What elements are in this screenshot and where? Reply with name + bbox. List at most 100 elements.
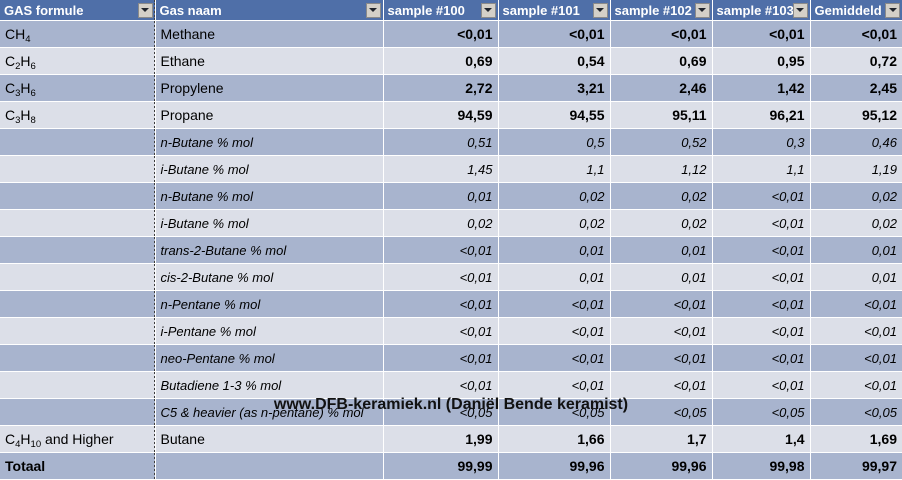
- cell-gemiddeld[interactable]: 0,46: [810, 128, 902, 156]
- cell-sample-102[interactable]: 95,11: [610, 101, 713, 129]
- cell-gemiddeld[interactable]: 0,02: [810, 209, 902, 237]
- cell-sample-102[interactable]: 0,02: [610, 182, 713, 210]
- cell-sample-100[interactable]: <0,01: [383, 263, 499, 291]
- cell-sample-101[interactable]: <0,01: [498, 317, 611, 345]
- cell-sample-100[interactable]: 2,72: [383, 74, 499, 102]
- column-header-sample-101[interactable]: sample #101: [498, 0, 611, 21]
- cell-gemiddeld[interactable]: 0,01: [810, 236, 902, 264]
- cell-gas-formule[interactable]: Totaal: [0, 452, 156, 480]
- cell-gas-naam[interactable]: C5 & heavier (as n-pentane) % mol: [155, 398, 384, 426]
- cell-gemiddeld[interactable]: <0,01: [810, 371, 902, 399]
- cell-gas-formule[interactable]: C3H6: [0, 74, 156, 102]
- column-header-sample-100[interactable]: sample #100: [383, 0, 499, 21]
- cell-gas-naam[interactable]: i-Pentane % mol: [155, 317, 384, 345]
- cell-sample-103[interactable]: <0,01: [712, 236, 811, 264]
- cell-gas-naam[interactable]: n-Butane % mol: [155, 128, 384, 156]
- cell-sample-100[interactable]: <0,01: [383, 236, 499, 264]
- cell-sample-101[interactable]: 1,66: [498, 425, 611, 453]
- cell-sample-101[interactable]: <0,01: [498, 290, 611, 318]
- filter-dropdown-icon[interactable]: [365, 2, 381, 18]
- cell-sample-100[interactable]: 0,69: [383, 47, 499, 75]
- cell-sample-103[interactable]: 99,98: [712, 452, 811, 480]
- cell-sample-102[interactable]: 0,02: [610, 209, 713, 237]
- cell-gas-naam[interactable]: Butane: [155, 425, 384, 453]
- cell-sample-101[interactable]: <0,01: [498, 344, 611, 372]
- cell-gas-naam[interactable]: neo-Pentane % mol: [155, 344, 384, 372]
- cell-sample-100[interactable]: 0,51: [383, 128, 499, 156]
- cell-gas-naam[interactable]: n-Pentane % mol: [155, 290, 384, 318]
- cell-gas-naam[interactable]: Propylene: [155, 74, 384, 102]
- cell-sample-103[interactable]: 1,42: [712, 74, 811, 102]
- cell-sample-101[interactable]: 0,01: [498, 263, 611, 291]
- filter-dropdown-icon[interactable]: [694, 2, 710, 18]
- column-header-gas-naam[interactable]: Gas naam: [155, 0, 384, 21]
- cell-gas-formule[interactable]: CH4: [0, 20, 156, 48]
- cell-gas-naam[interactable]: cis-2-Butane % mol: [155, 263, 384, 291]
- cell-sample-103[interactable]: 1,4: [712, 425, 811, 453]
- cell-sample-103[interactable]: 0,95: [712, 47, 811, 75]
- cell-gas-formule[interactable]: [0, 290, 156, 318]
- cell-sample-103[interactable]: <0,05: [712, 398, 811, 426]
- cell-sample-100[interactable]: <0,01: [383, 344, 499, 372]
- cell-sample-103[interactable]: <0,01: [712, 290, 811, 318]
- cell-gemiddeld[interactable]: 0,01: [810, 263, 902, 291]
- cell-sample-102[interactable]: <0,01: [610, 344, 713, 372]
- cell-gas-naam[interactable]: Propane: [155, 101, 384, 129]
- cell-gas-naam[interactable]: Ethane: [155, 47, 384, 75]
- cell-gemiddeld[interactable]: <0,01: [810, 317, 902, 345]
- filter-dropdown-icon[interactable]: [480, 2, 496, 18]
- cell-sample-100[interactable]: 99,99: [383, 452, 499, 480]
- cell-gas-formule[interactable]: [0, 344, 156, 372]
- cell-sample-100[interactable]: <0,01: [383, 371, 499, 399]
- cell-gas-formule[interactable]: [0, 263, 156, 291]
- cell-gemiddeld[interactable]: <0,05: [810, 398, 902, 426]
- cell-sample-100[interactable]: 0,01: [383, 182, 499, 210]
- cell-sample-100[interactable]: <0,01: [383, 290, 499, 318]
- cell-gemiddeld[interactable]: 95,12: [810, 101, 902, 129]
- cell-gas-formule[interactable]: [0, 155, 156, 183]
- cell-sample-102[interactable]: 0,69: [610, 47, 713, 75]
- filter-dropdown-icon[interactable]: [792, 2, 808, 18]
- cell-sample-101[interactable]: 0,01: [498, 236, 611, 264]
- cell-sample-100[interactable]: 1,45: [383, 155, 499, 183]
- cell-sample-102[interactable]: <0,01: [610, 20, 713, 48]
- cell-gas-naam[interactable]: trans-2-Butane % mol: [155, 236, 384, 264]
- cell-sample-101[interactable]: 1,1: [498, 155, 611, 183]
- cell-gas-formule[interactable]: [0, 209, 156, 237]
- cell-sample-101[interactable]: 99,96: [498, 452, 611, 480]
- filter-dropdown-icon[interactable]: [592, 2, 608, 18]
- cell-gas-naam[interactable]: i-Butane % mol: [155, 209, 384, 237]
- cell-sample-103[interactable]: <0,01: [712, 317, 811, 345]
- cell-gas-formule[interactable]: [0, 371, 156, 399]
- cell-gemiddeld[interactable]: <0,01: [810, 344, 902, 372]
- cell-sample-101[interactable]: 0,02: [498, 209, 611, 237]
- cell-sample-102[interactable]: <0,01: [610, 317, 713, 345]
- column-header-gas-formule[interactable]: GAS formule: [0, 0, 156, 21]
- cell-sample-102[interactable]: <0,01: [610, 371, 713, 399]
- cell-sample-101[interactable]: 0,54: [498, 47, 611, 75]
- cell-gemiddeld[interactable]: <0,01: [810, 20, 902, 48]
- column-header-sample-102[interactable]: sample #102: [610, 0, 713, 21]
- cell-gemiddeld[interactable]: 2,45: [810, 74, 902, 102]
- cell-sample-103[interactable]: <0,01: [712, 371, 811, 399]
- cell-gas-naam[interactable]: Methane: [155, 20, 384, 48]
- cell-sample-101[interactable]: 94,55: [498, 101, 611, 129]
- cell-sample-103[interactable]: <0,01: [712, 209, 811, 237]
- cell-sample-103[interactable]: <0,01: [712, 182, 811, 210]
- cell-sample-102[interactable]: 0,01: [610, 263, 713, 291]
- cell-sample-101[interactable]: 0,5: [498, 128, 611, 156]
- cell-gas-formule[interactable]: C4H10 and Higher: [0, 425, 156, 453]
- cell-gemiddeld[interactable]: 99,97: [810, 452, 902, 480]
- cell-sample-103[interactable]: 96,21: [712, 101, 811, 129]
- column-header-gemiddeld[interactable]: Gemiddeld: [810, 0, 902, 21]
- cell-gas-formule[interactable]: C3H8: [0, 101, 156, 129]
- cell-sample-102[interactable]: 0,52: [610, 128, 713, 156]
- cell-gemiddeld[interactable]: 1,19: [810, 155, 902, 183]
- cell-sample-100[interactable]: 1,99: [383, 425, 499, 453]
- cell-sample-102[interactable]: 1,7: [610, 425, 713, 453]
- cell-gemiddeld[interactable]: 1,69: [810, 425, 902, 453]
- cell-gas-formule[interactable]: C2H6: [0, 47, 156, 75]
- cell-sample-100[interactable]: <0,01: [383, 317, 499, 345]
- cell-sample-100[interactable]: 0,02: [383, 209, 499, 237]
- cell-gas-naam[interactable]: [155, 452, 384, 480]
